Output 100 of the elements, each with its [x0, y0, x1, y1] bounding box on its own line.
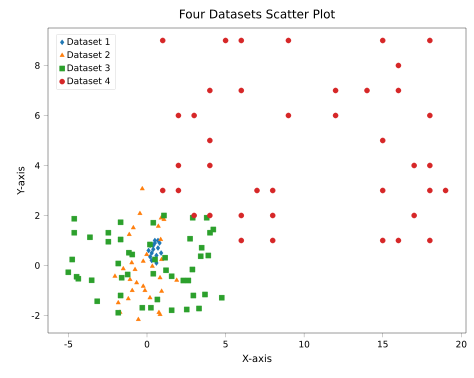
point [94, 298, 100, 304]
point [176, 162, 182, 168]
y-tick-label: 8 [35, 62, 40, 69]
point [202, 292, 208, 298]
point [270, 238, 276, 244]
point [150, 250, 154, 256]
point [427, 112, 433, 118]
point [238, 38, 244, 44]
point [238, 88, 244, 94]
point [191, 212, 197, 218]
point [270, 212, 276, 218]
point [286, 38, 292, 44]
point [71, 230, 78, 236]
point [332, 112, 338, 118]
point [187, 236, 193, 242]
point [380, 138, 386, 144]
point [112, 273, 118, 278]
point [159, 250, 164, 256]
point [150, 263, 155, 268]
point [427, 238, 433, 244]
point [156, 245, 160, 251]
point [176, 188, 182, 194]
point [126, 232, 132, 236]
point [162, 254, 168, 261]
point [152, 256, 158, 262]
point [427, 162, 433, 168]
point [180, 278, 186, 284]
point [207, 212, 213, 218]
chart-title: Four Datasets Scatter Plot [180, 9, 335, 19]
legend-label: Dataset 2 [68, 51, 110, 58]
x-tick-label: 0 [144, 340, 150, 348]
point [144, 252, 150, 256]
point [238, 238, 244, 244]
x-tick-label: -5 [64, 340, 72, 348]
point [411, 212, 417, 218]
point [160, 38, 166, 44]
point [130, 224, 136, 230]
point [286, 112, 292, 118]
point [380, 38, 386, 44]
point [198, 253, 204, 260]
point [168, 273, 174, 280]
point [118, 292, 124, 298]
point [427, 188, 433, 194]
point [148, 304, 154, 311]
point [411, 162, 417, 168]
point [146, 248, 151, 254]
point [116, 300, 121, 304]
point [129, 260, 134, 264]
point [134, 280, 140, 284]
point [140, 186, 145, 190]
point [136, 316, 141, 321]
point [198, 244, 204, 251]
point [140, 258, 146, 263]
point [174, 277, 180, 282]
point [222, 38, 228, 44]
point [88, 277, 94, 284]
point [158, 274, 162, 280]
point [396, 88, 402, 94]
point [207, 88, 213, 94]
point [442, 188, 448, 194]
x-axis-title: X-axis [242, 354, 272, 362]
point [115, 260, 122, 266]
point [150, 220, 156, 226]
point [176, 112, 182, 118]
x-tick-label: 15 [378, 340, 388, 348]
point [332, 88, 338, 94]
point [190, 266, 196, 272]
point [118, 274, 124, 281]
point [106, 238, 112, 245]
point [184, 306, 190, 312]
point [130, 288, 135, 292]
point [150, 270, 156, 277]
point [161, 212, 167, 218]
point [163, 267, 169, 274]
point [380, 238, 386, 244]
y-tick-label: 4 [34, 162, 40, 169]
point [139, 304, 146, 311]
point [87, 234, 93, 240]
point [154, 296, 160, 302]
point [118, 236, 124, 242]
x-tick-label: 5 [223, 340, 228, 348]
point [396, 238, 402, 244]
point [129, 252, 136, 258]
point [190, 292, 196, 298]
point [186, 278, 192, 284]
point [205, 252, 212, 258]
point [142, 288, 148, 292]
point [158, 236, 164, 241]
legend-label: Dataset 4 [68, 78, 110, 84]
point [168, 307, 174, 314]
point [148, 294, 152, 300]
legend-label: Dataset 1 [68, 38, 110, 45]
point [115, 310, 122, 316]
y-tick-label: 0 [35, 262, 40, 269]
x-tick-label: 10 [299, 340, 310, 348]
x-tick-label: 20 [456, 340, 466, 348]
point [364, 88, 370, 94]
point [191, 112, 197, 118]
point [396, 62, 402, 68]
point [427, 38, 433, 44]
